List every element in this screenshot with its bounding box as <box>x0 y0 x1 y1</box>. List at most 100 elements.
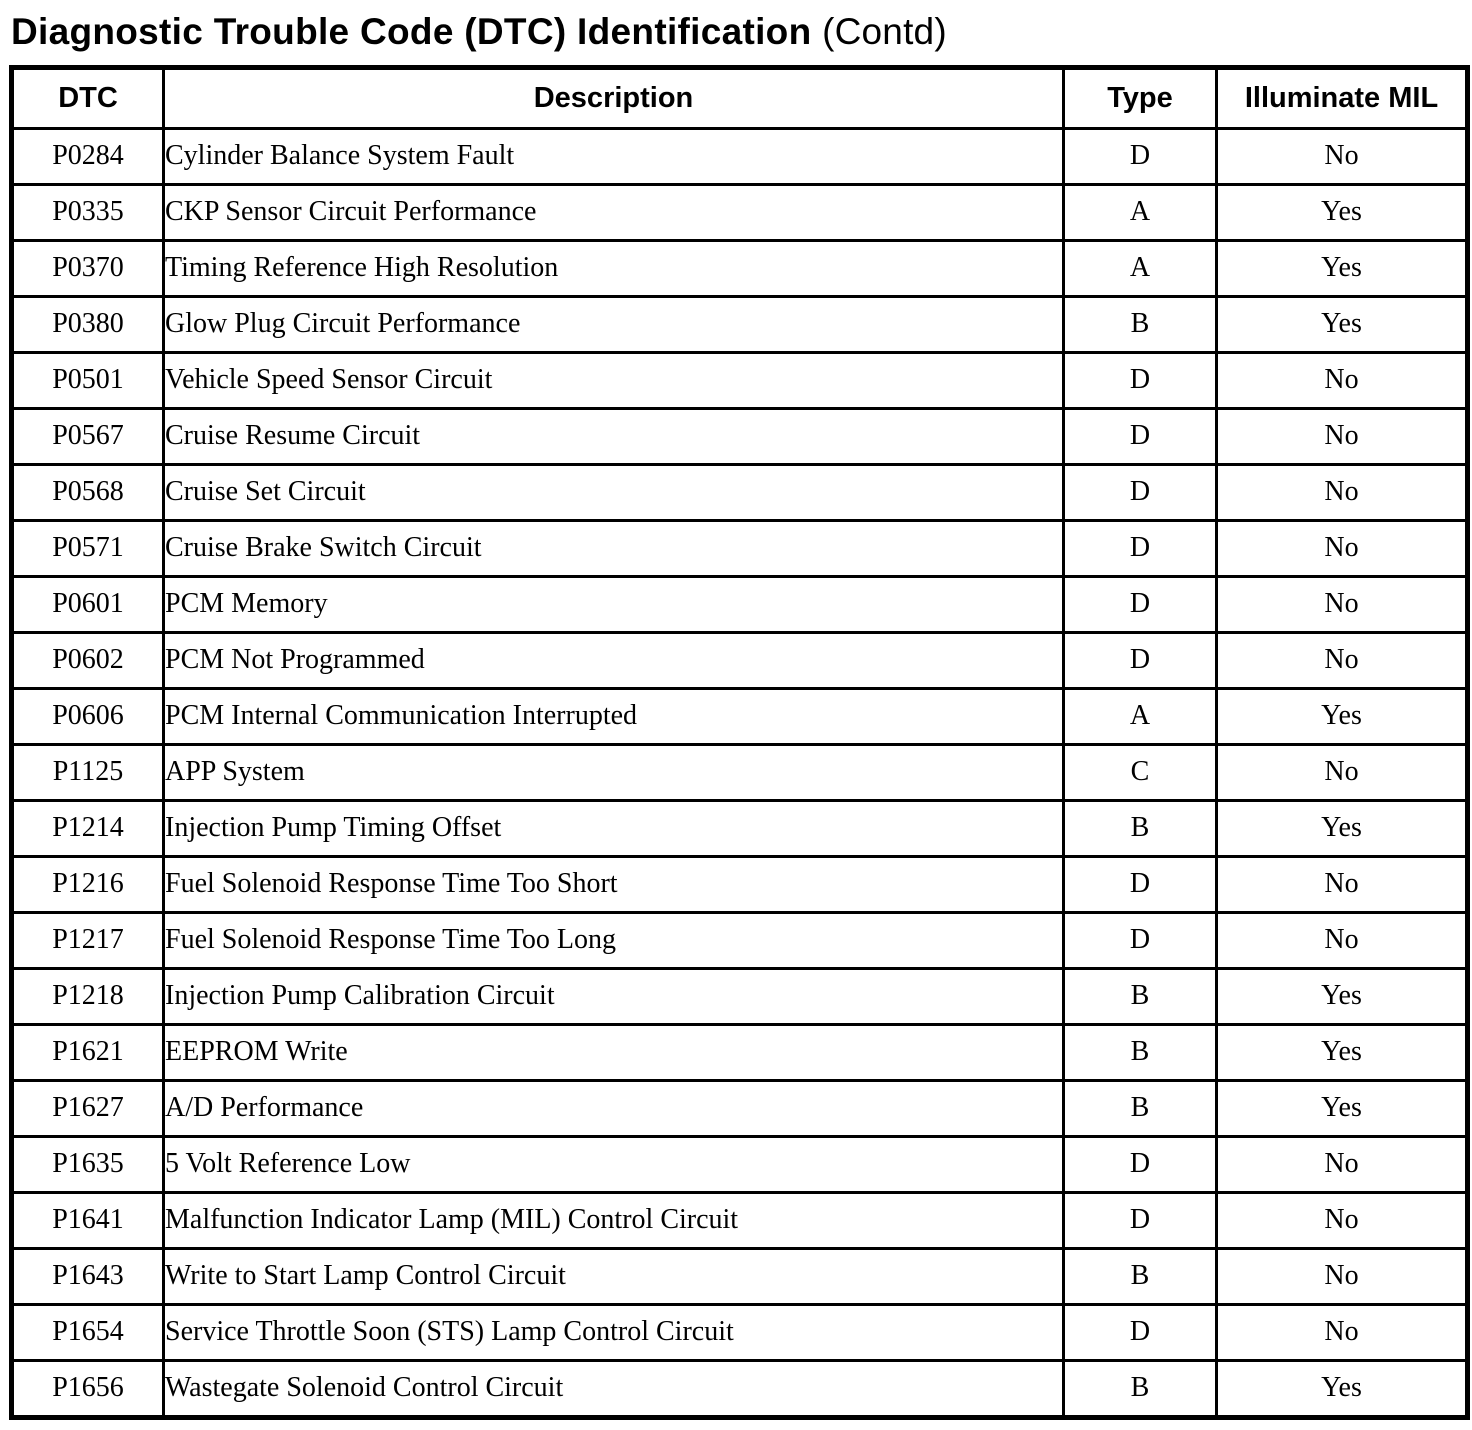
table-row: P0370 Timing Reference High Resolution A… <box>10 238 1469 298</box>
dtc-code: P0370 <box>10 238 165 298</box>
table-row: P1643 Write to Start Lamp Control Circui… <box>10 1246 1469 1306</box>
dtc-type: D <box>1062 1302 1218 1362</box>
dtc-illuminate-mil: Yes <box>1215 238 1469 298</box>
dtc-illuminate-mil: Yes <box>1215 1078 1469 1138</box>
dtc-table: DTC Description Type Illuminate MIL P028… <box>9 64 1470 1420</box>
dtc-code: P1641 <box>10 1190 165 1250</box>
dtc-code: P0602 <box>10 630 165 690</box>
dtc-type: D <box>1062 910 1218 970</box>
table-row: P1217 Fuel Solenoid Response Time Too Lo… <box>10 910 1469 970</box>
dtc-description: Service Throttle Soon (STS) Lamp Control… <box>162 1302 1065 1362</box>
dtc-illuminate-mil: No <box>1215 742 1469 802</box>
dtc-illuminate-mil: Yes <box>1215 182 1469 242</box>
dtc-illuminate-mil: Yes <box>1215 1358 1469 1419</box>
dtc-type: B <box>1062 1078 1218 1138</box>
dtc-code: P0568 <box>10 462 165 522</box>
table-row: P1654 Service Throttle Soon (STS) Lamp C… <box>10 1302 1469 1362</box>
table-row: P0380 Glow Plug Circuit Performance B Ye… <box>10 294 1469 354</box>
dtc-code: P1635 <box>10 1134 165 1194</box>
table-row: P1635 5 Volt Reference Low D No <box>10 1134 1469 1194</box>
dtc-description: Timing Reference High Resolution <box>162 238 1065 298</box>
table-row: P1627 A/D Performance B Yes <box>10 1078 1469 1138</box>
dtc-description: PCM Memory <box>162 574 1065 634</box>
dtc-code: P0571 <box>10 518 165 578</box>
dtc-description: A/D Performance <box>162 1078 1065 1138</box>
dtc-illuminate-mil: No <box>1215 350 1469 410</box>
table-row: P0602 PCM Not Programmed D No <box>10 630 1469 690</box>
dtc-illuminate-mil: Yes <box>1215 686 1469 746</box>
dtc-illuminate-mil: No <box>1215 910 1469 970</box>
dtc-type: B <box>1062 294 1218 354</box>
table-row: P0606 PCM Internal Communication Interru… <box>10 686 1469 746</box>
dtc-type: D <box>1062 1134 1218 1194</box>
table-row: P0284 Cylinder Balance System Fault D No <box>10 126 1469 186</box>
dtc-illuminate-mil: No <box>1215 518 1469 578</box>
table-row: P0567 Cruise Resume Circuit D No <box>10 406 1469 466</box>
dtc-type: B <box>1062 966 1218 1026</box>
column-header-illuminate-mil: Illuminate MIL <box>1215 65 1469 130</box>
dtc-illuminate-mil: Yes <box>1215 798 1469 858</box>
table-row: P1621 EEPROM Write B Yes <box>10 1022 1469 1082</box>
dtc-code: P0380 <box>10 294 165 354</box>
dtc-description: Cylinder Balance System Fault <box>162 126 1065 186</box>
dtc-type: D <box>1062 518 1218 578</box>
dtc-code: P0601 <box>10 574 165 634</box>
dtc-type: D <box>1062 462 1218 522</box>
dtc-description: Glow Plug Circuit Performance <box>162 294 1065 354</box>
dtc-type: D <box>1062 126 1218 186</box>
dtc-description: Injection Pump Timing Offset <box>162 798 1065 858</box>
dtc-description: Write to Start Lamp Control Circuit <box>162 1246 1065 1306</box>
dtc-description: Injection Pump Calibration Circuit <box>162 966 1065 1026</box>
page-title: Diagnostic Trouble Code (DTC) Identifica… <box>11 11 1463 53</box>
dtc-type: D <box>1062 574 1218 634</box>
dtc-type: D <box>1062 1190 1218 1250</box>
dtc-code: P1218 <box>10 966 165 1026</box>
dtc-description: 5 Volt Reference Low <box>162 1134 1065 1194</box>
table-row: P0601 PCM Memory D No <box>10 574 1469 634</box>
table-row: P0335 CKP Sensor Circuit Performance A Y… <box>10 182 1469 242</box>
table-row: P1656 Wastegate Solenoid Control Circuit… <box>10 1358 1469 1419</box>
table-row: P0571 Cruise Brake Switch Circuit D No <box>10 518 1469 578</box>
dtc-code: P1217 <box>10 910 165 970</box>
dtc-code: P0284 <box>10 126 165 186</box>
dtc-code: P1627 <box>10 1078 165 1138</box>
dtc-code: P1125 <box>10 742 165 802</box>
dtc-code: P0335 <box>10 182 165 242</box>
table-body: P0284 Cylinder Balance System Fault D No… <box>10 126 1469 1419</box>
dtc-type: B <box>1062 1022 1218 1082</box>
dtc-description: Cruise Set Circuit <box>162 462 1065 522</box>
dtc-description: Malfunction Indicator Lamp (MIL) Control… <box>162 1190 1065 1250</box>
dtc-description: Wastegate Solenoid Control Circuit <box>162 1358 1065 1419</box>
dtc-illuminate-mil: No <box>1215 1246 1469 1306</box>
dtc-type: D <box>1062 854 1218 914</box>
table-row: P1216 Fuel Solenoid Response Time Too Sh… <box>10 854 1469 914</box>
dtc-type: C <box>1062 742 1218 802</box>
dtc-illuminate-mil: Yes <box>1215 294 1469 354</box>
dtc-illuminate-mil: No <box>1215 630 1469 690</box>
column-header-dtc: DTC <box>10 65 165 130</box>
header-row: DTC Description Type Illuminate MIL <box>10 65 1469 130</box>
column-header-description: Description <box>162 65 1065 130</box>
dtc-illuminate-mil: No <box>1215 574 1469 634</box>
dtc-code: P0501 <box>10 350 165 410</box>
dtc-type: D <box>1062 406 1218 466</box>
table-row: P0501 Vehicle Speed Sensor Circuit D No <box>10 350 1469 410</box>
dtc-code: P1216 <box>10 854 165 914</box>
dtc-illuminate-mil: No <box>1215 1134 1469 1194</box>
dtc-description: EEPROM Write <box>162 1022 1065 1082</box>
dtc-description: Fuel Solenoid Response Time Too Short <box>162 854 1065 914</box>
dtc-type: A <box>1062 238 1218 298</box>
dtc-code: P1214 <box>10 798 165 858</box>
table-row: P0568 Cruise Set Circuit D No <box>10 462 1469 522</box>
dtc-code: P1656 <box>10 1358 165 1419</box>
dtc-illuminate-mil: No <box>1215 126 1469 186</box>
table-row: P1641 Malfunction Indicator Lamp (MIL) C… <box>10 1190 1469 1250</box>
dtc-description: Cruise Resume Circuit <box>162 406 1065 466</box>
table-row: P1218 Injection Pump Calibration Circuit… <box>10 966 1469 1026</box>
dtc-description: Fuel Solenoid Response Time Too Long <box>162 910 1065 970</box>
dtc-code: P1654 <box>10 1302 165 1362</box>
dtc-type: B <box>1062 1246 1218 1306</box>
dtc-description: PCM Not Programmed <box>162 630 1065 690</box>
dtc-description: CKP Sensor Circuit Performance <box>162 182 1065 242</box>
